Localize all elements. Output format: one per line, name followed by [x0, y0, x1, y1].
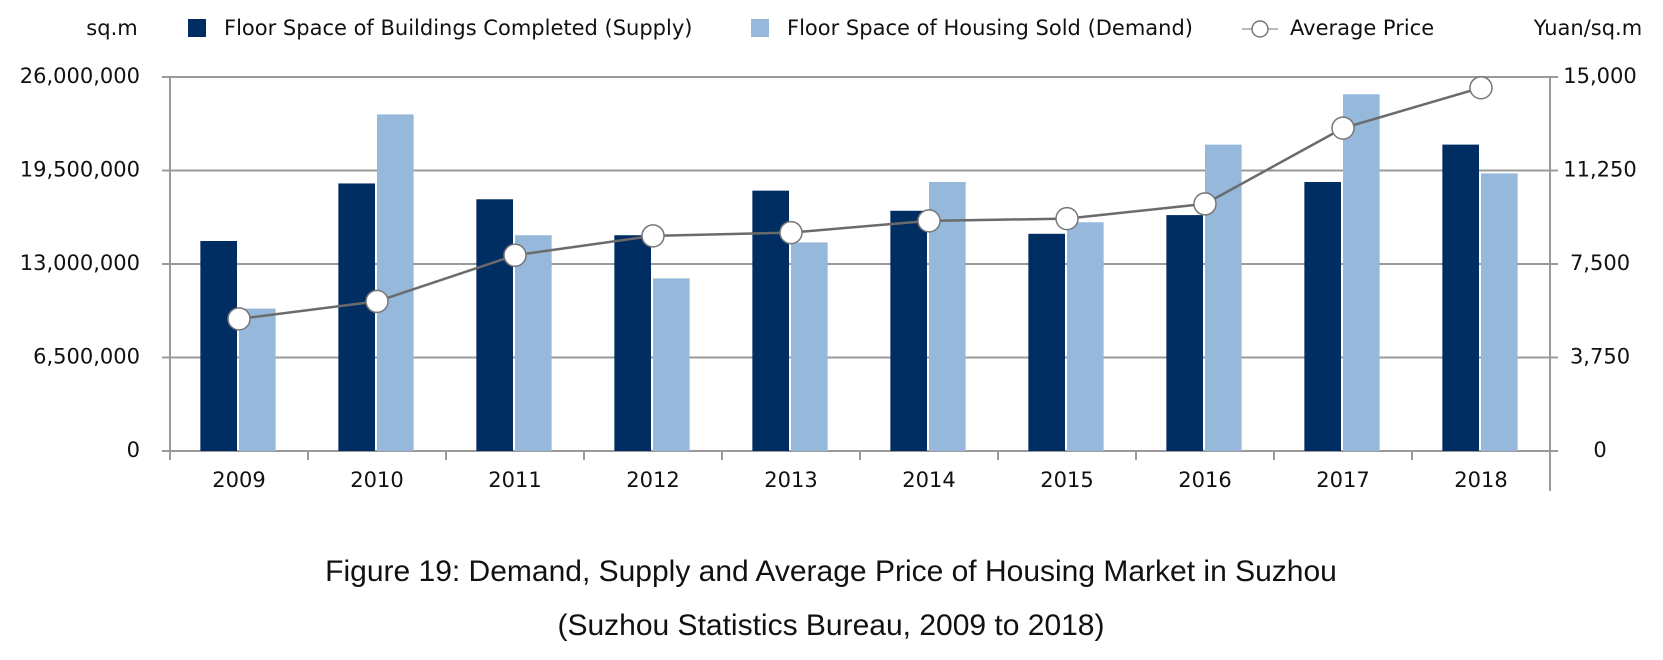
bar [791, 242, 828, 451]
bar [338, 183, 375, 451]
price-marker [641, 224, 665, 248]
bar [1205, 144, 1242, 451]
bar [1067, 222, 1104, 451]
bar [1028, 233, 1065, 451]
legend-label: Floor Space of Buildings Completed (Supp… [224, 16, 692, 40]
bar [377, 114, 414, 452]
legend-swatch [751, 19, 769, 37]
y-tick-label: 26,000,000 [20, 64, 140, 88]
chart-subtitle: (Suzhou Statistics Bureau, 2009 to 2018) [557, 609, 1104, 642]
y2-axis-label: Yuan/sq.m [1533, 16, 1642, 40]
price-marker [365, 289, 389, 314]
x-tick-label: 2017 [1316, 468, 1369, 492]
y2-tick-label: 7,500 [1570, 251, 1630, 275]
bar [1442, 144, 1479, 451]
bar [614, 235, 651, 451]
y2-tick-label: 0 [1593, 438, 1606, 462]
y-tick-label: 0 [127, 438, 140, 462]
price-line [238, 86, 1482, 321]
legend-label: Floor Space of Housing Sold (Demand) [787, 16, 1193, 40]
x-tick-label: 2013 [764, 468, 817, 492]
y-tick-label: 6,500,000 [33, 345, 140, 369]
y2-tick-label: 11,250 [1563, 158, 1636, 182]
x-tick-label: 2011 [488, 468, 541, 492]
bar [200, 240, 237, 451]
bar [1304, 182, 1341, 451]
price-marker [1055, 206, 1079, 231]
y2-tick-label: 15,000 [1563, 64, 1636, 88]
bar [1343, 94, 1380, 451]
price-marker [1331, 116, 1355, 140]
bar [476, 199, 513, 451]
legend-label: Average Price [1290, 16, 1434, 40]
price-marker [1469, 75, 1493, 100]
price-marker [503, 243, 527, 268]
price-marker [227, 307, 251, 331]
bar [653, 278, 690, 451]
x-tick-label: 2009 [212, 468, 265, 492]
bar [1166, 215, 1203, 451]
chart-title: Figure 19: Demand, Supply and Average Pr… [325, 555, 1337, 588]
legend-swatch [188, 19, 206, 37]
x-tick-label: 2015 [1040, 468, 1093, 492]
legend-marker [1251, 20, 1269, 38]
x-tick-label: 2014 [902, 468, 955, 492]
bar [890, 210, 927, 451]
y-tick-label: 13,000,000 [20, 251, 140, 275]
x-tick-label: 2016 [1178, 468, 1231, 492]
y-axis-label: sq.m [86, 16, 137, 40]
x-tick-label: 2018 [1454, 468, 1507, 492]
price-marker [917, 209, 941, 233]
x-tick-label: 2010 [350, 468, 403, 492]
y-tick-label: 19,500,000 [20, 158, 140, 182]
price-marker [1193, 192, 1217, 216]
y2-tick-label: 3,750 [1570, 345, 1630, 369]
price-marker [779, 220, 803, 245]
x-tick-label: 2012 [626, 468, 679, 492]
bar [515, 235, 552, 451]
bar [1481, 173, 1518, 451]
bar [239, 308, 276, 451]
